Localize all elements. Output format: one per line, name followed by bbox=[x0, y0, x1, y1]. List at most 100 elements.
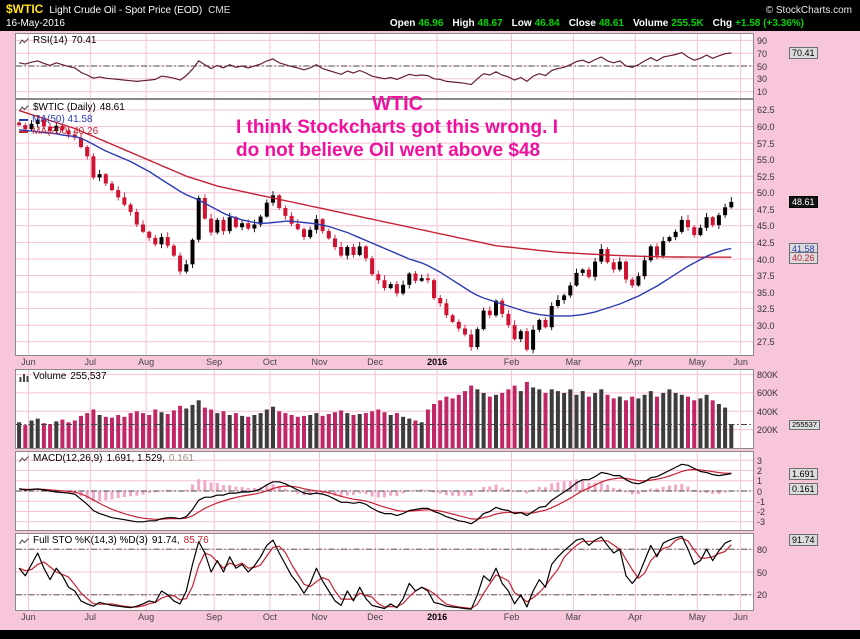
y-axis-tick: 35.0 bbox=[757, 287, 775, 298]
annotation-line2: do not believe Oil went above $48 bbox=[236, 140, 541, 161]
x-axis-label: Nov bbox=[311, 612, 328, 622]
y-axis-tick: 400K bbox=[757, 406, 779, 417]
macd-panel bbox=[15, 451, 754, 531]
y-axis-tick: 60.0 bbox=[757, 122, 775, 132]
y-axis-tick: 62.5 bbox=[757, 105, 775, 116]
chart-header: $WTIC Light Crude Oil - Spot Price (EOD)… bbox=[0, 0, 860, 31]
y-axis-tick: 10 bbox=[757, 87, 768, 98]
macd-legend-hist-value: 0.161 bbox=[168, 453, 194, 464]
rsi-panel bbox=[15, 33, 754, 99]
quote-volume-value: 255.5K bbox=[671, 17, 704, 29]
annotation-text: I think Stockcharts got this wrong. I do… bbox=[236, 116, 558, 162]
quote-open: Open 46.96 bbox=[390, 18, 444, 29]
quote-chg: Chg +1.58 (+3.36%) bbox=[713, 18, 804, 29]
y-axis-tick: 52.5 bbox=[757, 171, 775, 182]
chart-date: 16-May-2016 bbox=[6, 17, 65, 29]
y-axis-tick: 1 bbox=[757, 476, 763, 487]
x-axis-label: Jun bbox=[21, 357, 36, 367]
x-axis-label: Aug bbox=[138, 612, 155, 622]
macd-legend-label: MACD(12,26,9) bbox=[33, 453, 103, 464]
y-axis-tick: 80 bbox=[757, 544, 768, 555]
y-axis-tick: 37.5 bbox=[757, 271, 775, 281]
x-axis-label: Feb bbox=[503, 612, 520, 622]
x-axis-label: Oct bbox=[262, 612, 277, 622]
y-axis-tick: 47.5 bbox=[757, 204, 775, 215]
y-axis-tick: 45.0 bbox=[757, 221, 775, 232]
x-axis-label: Oct bbox=[262, 357, 277, 367]
quote-low-label: Low bbox=[511, 17, 532, 29]
last-value-box: 1.691 bbox=[789, 467, 818, 480]
sto-legend-d-value: 85.76 bbox=[183, 535, 209, 546]
last-value-box: 40.26 bbox=[789, 252, 818, 265]
x-axis-label: Jun bbox=[21, 612, 36, 622]
quote-volume-label: Volume bbox=[632, 17, 669, 29]
quote-chg-label: Chg bbox=[712, 17, 733, 29]
annotation-line1: I think Stockcharts got this wrong. I bbox=[236, 117, 558, 138]
x-axis-label: Feb bbox=[503, 357, 520, 367]
x-axis-label: Apr bbox=[628, 612, 643, 622]
x-axis-label: Sep bbox=[206, 612, 223, 622]
x-axis-label: Jun bbox=[733, 612, 748, 622]
price-legend-value: 48.61 bbox=[99, 102, 125, 113]
last-value-box: 70.41 bbox=[789, 46, 818, 59]
quote-high-label: High bbox=[452, 17, 475, 29]
x-axis-label: May bbox=[688, 357, 706, 367]
quote-close: Close 48.61 bbox=[569, 18, 624, 29]
x-axis-label: Mar bbox=[565, 612, 582, 622]
quote-close-value: 48.61 bbox=[598, 17, 624, 29]
y-axis-tick: 55.0 bbox=[757, 155, 775, 166]
y-axis-tick: -1 bbox=[757, 496, 766, 507]
macd-legend-values: 1.691, 1.529, bbox=[106, 453, 165, 464]
exchange-label: CME bbox=[208, 5, 231, 16]
quote-low-value: 46.84 bbox=[534, 17, 560, 29]
x-axis-label: Jul bbox=[84, 357, 97, 367]
price-panel bbox=[15, 99, 754, 356]
quote-open-value: 46.96 bbox=[418, 17, 444, 29]
y-axis-tick: 32.5 bbox=[757, 304, 775, 315]
x-axis-label: Mar bbox=[565, 357, 582, 367]
y-axis-tick: 42.5 bbox=[757, 237, 775, 248]
y-axis-tick: 3 bbox=[757, 455, 763, 466]
y-axis-tick: 50 bbox=[757, 567, 768, 578]
x-axis-label: 2016 bbox=[427, 357, 448, 367]
ticker-symbol: $WTIC bbox=[6, 2, 44, 16]
y-axis-tick: 20 bbox=[757, 590, 768, 601]
y-axis-tick: 30.0 bbox=[757, 320, 775, 331]
bottom-bar bbox=[0, 630, 860, 639]
annotation-title: WTIC bbox=[372, 93, 424, 115]
x-axis-label: May bbox=[688, 612, 706, 622]
last-value-box: 91.74 bbox=[789, 534, 818, 547]
y-axis-tick: -2 bbox=[757, 507, 766, 517]
rsi-legend: RSI(14) 70.41 bbox=[19, 35, 96, 47]
x-axis-label: 2016 bbox=[427, 612, 448, 622]
sto-legend: Full STO %K(14,3) %D(3) 91.74, 85.76 bbox=[19, 535, 209, 547]
y-axis-tick: 0 bbox=[757, 486, 763, 497]
last-value-box: 0.161 bbox=[789, 483, 818, 496]
y-axis-tick: -3 bbox=[757, 517, 766, 528]
sto-panel bbox=[15, 533, 754, 611]
y-axis-tick: 200K bbox=[757, 425, 779, 436]
chart-squiggle-icon bbox=[19, 455, 29, 464]
y-axis-tick: 57.5 bbox=[757, 138, 775, 149]
quote-chg-value: +1.58 (+3.36%) bbox=[735, 17, 804, 29]
last-value-box: 255537 bbox=[789, 419, 821, 430]
y-axis-tick: 50.0 bbox=[757, 188, 775, 199]
macd-legend: MACD(12,26,9) 1.691, 1.529, 0.161 bbox=[19, 453, 194, 465]
ma50-legend-label: MA(50) 41.58 bbox=[32, 114, 93, 125]
x-axis-label: Apr bbox=[628, 357, 643, 367]
quote-high: High 48.67 bbox=[452, 18, 502, 29]
x-axis-label: Dec bbox=[367, 612, 384, 622]
y-axis-tick: 2 bbox=[757, 466, 763, 476]
volume-legend: Volume 255,537 bbox=[19, 371, 107, 383]
y-axis-tick: 40.0 bbox=[757, 254, 775, 265]
x-axis-label: Nov bbox=[311, 357, 328, 367]
y-axis-tick: 90 bbox=[757, 35, 768, 46]
sto-legend-label: Full STO %K(14,3) %D(3) bbox=[33, 535, 148, 546]
y-axis-tick: 30 bbox=[757, 74, 768, 85]
price-legend-label: $WTIC (Daily) bbox=[33, 102, 96, 113]
quote-low: Low 46.84 bbox=[512, 18, 560, 29]
quote-high-value: 48.67 bbox=[477, 17, 503, 29]
ma50-line-icon bbox=[19, 119, 28, 121]
y-axis-tick: 27.5 bbox=[757, 337, 775, 348]
